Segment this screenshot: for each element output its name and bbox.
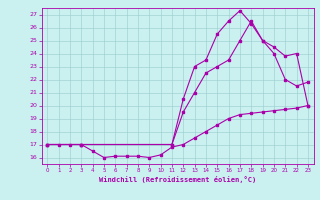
X-axis label: Windchill (Refroidissement éolien,°C): Windchill (Refroidissement éolien,°C)	[99, 176, 256, 183]
